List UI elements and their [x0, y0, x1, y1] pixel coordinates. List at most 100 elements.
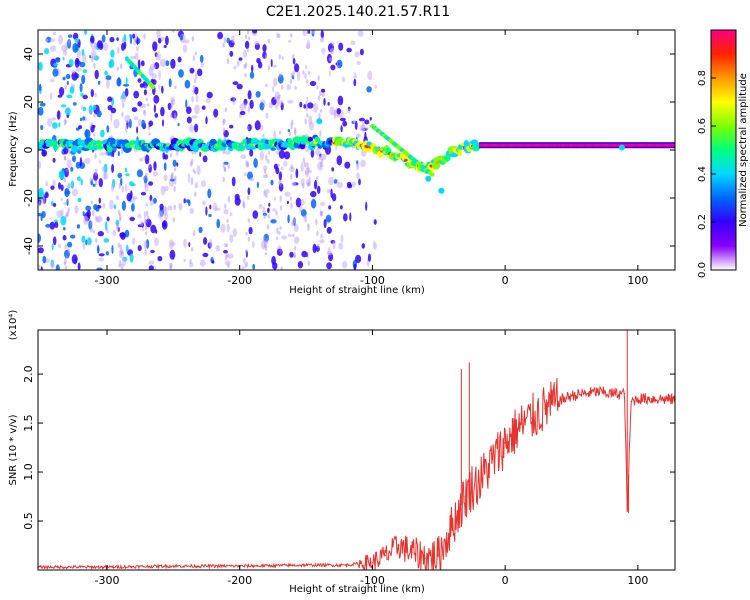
- ridge-mark: [313, 141, 317, 145]
- ridge-mark: [584, 143, 587, 147]
- noise-speckle: [248, 177, 255, 182]
- noise-speckle: [113, 204, 117, 209]
- noise-speckle: [111, 245, 114, 254]
- noise-speckle: [117, 172, 123, 178]
- noise-speckle: [113, 118, 120, 129]
- ridge-mark: [663, 143, 667, 147]
- noise-streak: [279, 249, 282, 253]
- ridge-mark: [523, 143, 526, 147]
- noise-speckle: [198, 226, 203, 234]
- noise-speckle: [275, 104, 278, 110]
- noise-speckle: [241, 265, 245, 270]
- noise-speckle: [321, 88, 326, 93]
- snr-point: [444, 540, 446, 542]
- noise-speckle: [353, 72, 357, 82]
- noise-speckle: [328, 70, 331, 77]
- noise-speckle: [97, 80, 101, 85]
- noise-speckle: [289, 166, 295, 173]
- noise-streak: [144, 248, 147, 255]
- noise-streak: [173, 185, 176, 192]
- noise-streak: [194, 72, 198, 80]
- noise-speckle: [217, 31, 224, 40]
- noise-speckle: [354, 120, 358, 130]
- noise-speckle: [49, 221, 56, 230]
- noise-speckle: [316, 185, 321, 194]
- noise-speckle: [183, 198, 186, 204]
- noise-speckle: [283, 161, 288, 167]
- ridge-mark: [628, 143, 631, 147]
- noise-speckle: [164, 212, 169, 221]
- noise-speckle: [162, 152, 166, 160]
- noise-speckle: [148, 265, 154, 270]
- noise-speckle: [51, 117, 57, 121]
- snr-point: [398, 544, 400, 547]
- noise-streak: [278, 72, 282, 79]
- noise-speckle: [56, 210, 63, 218]
- noise-speckle: [256, 181, 259, 189]
- ridge-mark: [652, 143, 655, 147]
- noise-streak: [193, 170, 197, 174]
- noise-speckle: [202, 200, 206, 206]
- noise-streak: [189, 258, 192, 265]
- noise-speckle: [150, 224, 157, 234]
- ridge-mark: [531, 143, 534, 147]
- noise-speckle: [270, 147, 277, 151]
- noise-streak: [191, 36, 194, 42]
- noise-speckle: [139, 157, 144, 162]
- noise-speckle: [294, 63, 300, 73]
- noise-speckle: [302, 30, 307, 37]
- ridge-mark: [571, 143, 574, 147]
- noise-streak: [225, 243, 228, 247]
- noise-streak: [246, 160, 249, 168]
- noise-speckle: [353, 79, 357, 87]
- top-y-tick-label: 20: [22, 95, 35, 109]
- noise-speckle: [203, 237, 208, 245]
- noise-streak: [148, 165, 151, 169]
- noise-speckle: [189, 124, 194, 133]
- top-y-tick-label: -40: [22, 237, 35, 255]
- noise-speckle: [292, 57, 296, 65]
- top-x-axis-label: Height of straight line (km): [289, 285, 425, 296]
- noise-speckle: [79, 157, 82, 167]
- bottom-x-tick-label: 0: [502, 574, 509, 587]
- noise-streak: [294, 85, 297, 90]
- noise-speckle: [125, 183, 128, 193]
- noise-speckle: [111, 163, 115, 173]
- noise-speckle: [82, 116, 86, 121]
- ridge-mark: [526, 143, 530, 147]
- ridge-mark: [625, 143, 628, 147]
- noise-streak: [280, 99, 283, 106]
- noise-speckle: [154, 113, 159, 118]
- ridge-mark: [604, 143, 608, 147]
- noise-speckle: [101, 166, 106, 173]
- noise-speckle: [70, 166, 74, 172]
- noise-streak: [121, 185, 125, 193]
- noise-speckle: [125, 173, 130, 177]
- noise-streak: [145, 203, 149, 207]
- noise-speckle: [105, 251, 109, 256]
- noise-streak: [243, 258, 246, 264]
- noise-streak: [267, 150, 271, 155]
- noise-speckle: [157, 255, 163, 262]
- ridge-mark: [482, 143, 485, 147]
- noise-speckle: [321, 47, 326, 55]
- noise-speckle: [177, 56, 182, 63]
- top-y-tick-label: -20: [22, 189, 35, 207]
- noise-speckle: [130, 190, 133, 199]
- noise-speckle: [72, 102, 77, 106]
- noise-streak: [119, 260, 122, 267]
- noise-speckle: [314, 179, 318, 190]
- noise-streak: [169, 152, 173, 158]
- snr-point: [517, 427, 520, 429]
- noise-streak: [289, 196, 292, 201]
- noise-speckle: [340, 234, 344, 243]
- noise-speckle: [350, 40, 356, 46]
- noise-speckle: [117, 151, 120, 157]
- snr-point: [557, 400, 559, 403]
- noise-streak: [90, 122, 93, 127]
- snr-point: [531, 417, 533, 419]
- noise-speckle: [66, 159, 72, 169]
- noise-speckle: [84, 30, 88, 35]
- ridge-mark: [546, 143, 549, 147]
